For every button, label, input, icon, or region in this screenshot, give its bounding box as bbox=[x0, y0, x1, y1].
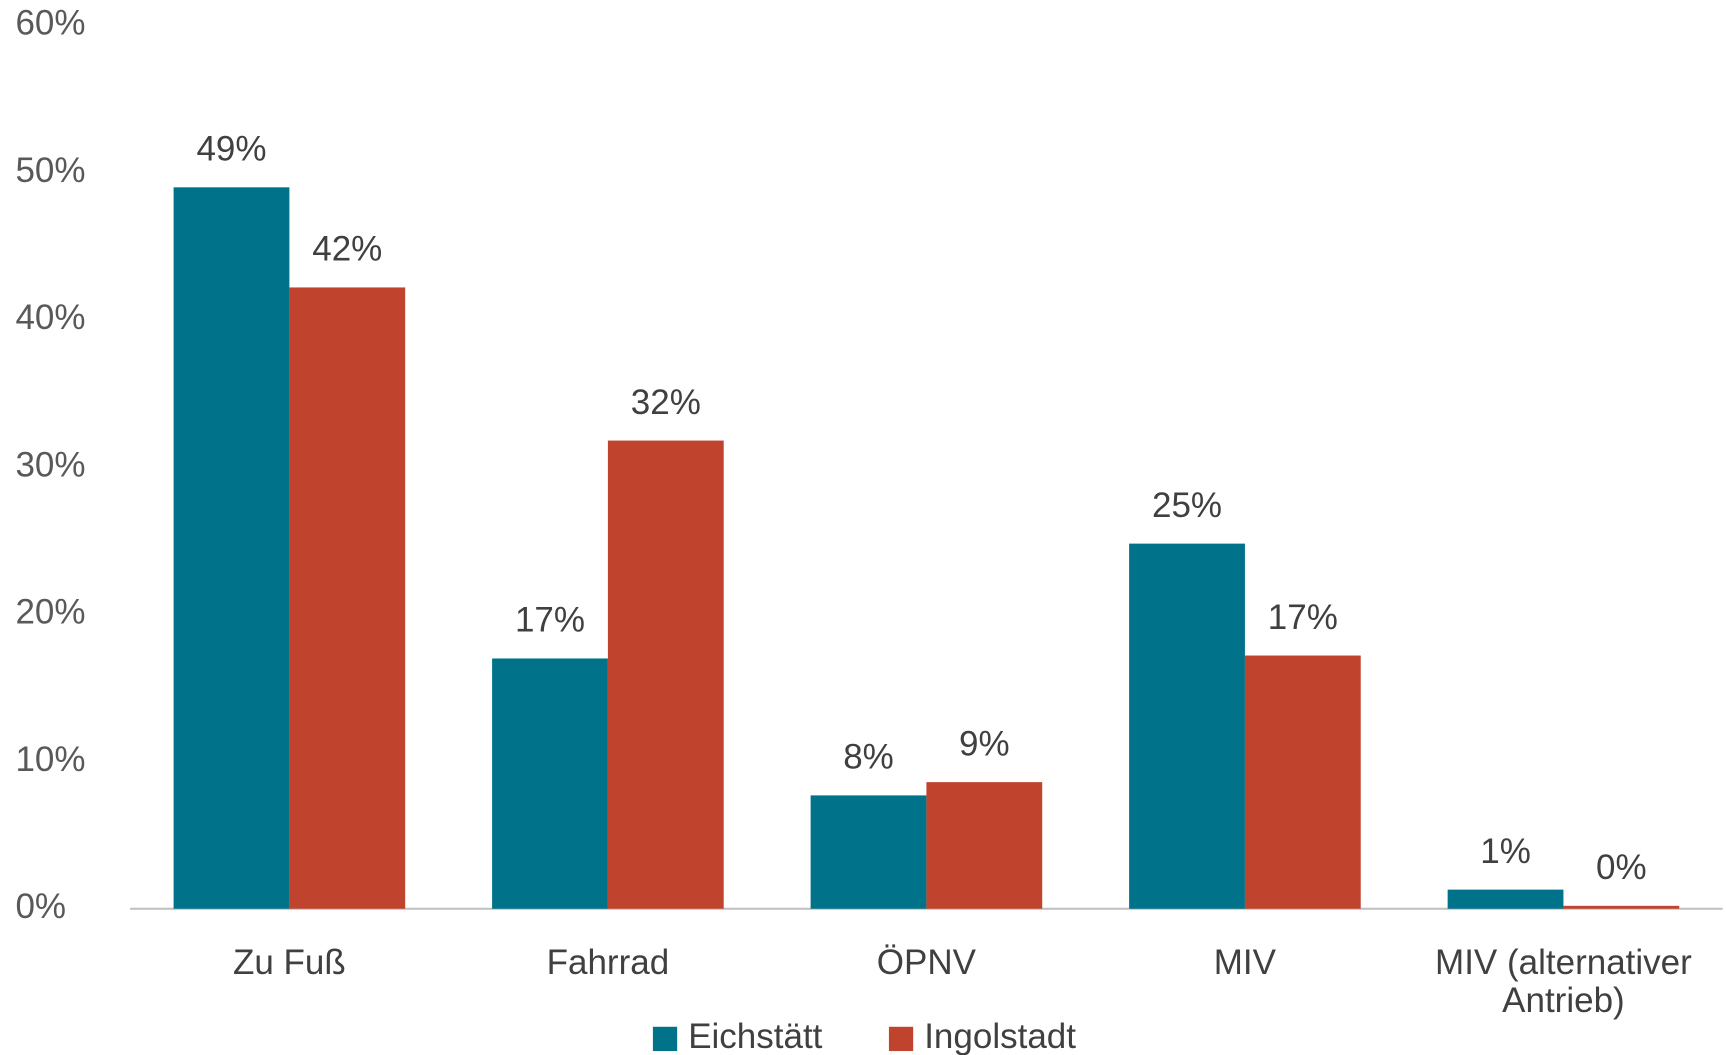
y-tick-label: 60% bbox=[15, 4, 85, 43]
y-tick-label: 50% bbox=[15, 151, 85, 190]
data-label: 42% bbox=[312, 230, 382, 269]
y-tick-label: 10% bbox=[15, 740, 85, 779]
data-label: 1% bbox=[1480, 832, 1531, 871]
bar bbox=[1447, 889, 1564, 909]
x-tick-label: ÖPNV bbox=[876, 942, 976, 982]
data-label: 32% bbox=[631, 383, 701, 422]
bar bbox=[810, 795, 927, 909]
data-label: 17% bbox=[1268, 598, 1338, 637]
legend-label: Eichstätt bbox=[688, 1017, 822, 1055]
x-tick-label: Fahrrad bbox=[546, 942, 670, 982]
legend-swatch bbox=[652, 1026, 678, 1052]
bar bbox=[173, 187, 290, 909]
x-tick-label: MIV bbox=[1213, 942, 1277, 982]
data-label: 8% bbox=[843, 738, 894, 777]
y-tick-label: 20% bbox=[15, 593, 85, 632]
bar bbox=[1563, 905, 1680, 909]
x-tick-label: Zu Fuß bbox=[232, 942, 346, 982]
legend-swatch bbox=[888, 1026, 914, 1052]
data-label: 49% bbox=[196, 130, 266, 169]
data-label: 17% bbox=[515, 601, 585, 640]
bar bbox=[492, 658, 608, 909]
y-tick-label: 30% bbox=[15, 445, 85, 484]
data-label: 9% bbox=[959, 724, 1010, 763]
data-label: 0% bbox=[1596, 848, 1647, 887]
bar bbox=[926, 782, 1043, 909]
x-tick-label: MIV (alternativer Antrieb) bbox=[1435, 942, 1692, 1020]
y-tick-label: 40% bbox=[15, 298, 85, 337]
legend-label: Ingolstadt bbox=[924, 1017, 1076, 1055]
bar bbox=[1244, 655, 1361, 909]
y-tick-label: 0% bbox=[15, 887, 66, 926]
data-label: 25% bbox=[1152, 486, 1222, 525]
bar bbox=[289, 287, 406, 909]
bar bbox=[1129, 543, 1245, 909]
bar bbox=[607, 440, 724, 909]
